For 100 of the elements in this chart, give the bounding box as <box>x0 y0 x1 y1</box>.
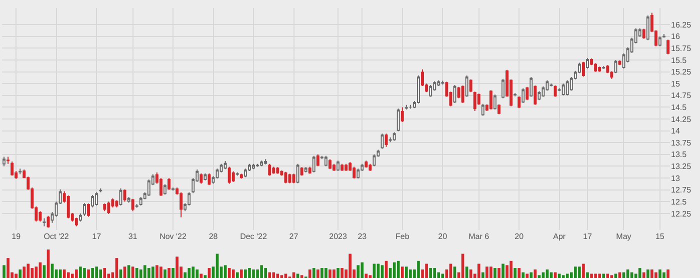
bar <box>658 269 662 278</box>
bar <box>602 274 606 278</box>
bar <box>405 266 408 278</box>
candlestick <box>598 66 602 72</box>
candlestick <box>83 202 86 216</box>
candlestick <box>288 173 292 184</box>
bar <box>224 265 227 278</box>
candlestick <box>441 80 444 86</box>
bar <box>481 272 484 278</box>
y-tick-label: 15 <box>671 79 680 88</box>
bar <box>62 269 66 278</box>
bar <box>75 269 78 278</box>
x-tick-label: Apr <box>553 232 566 241</box>
bar <box>34 266 38 278</box>
candlestick <box>260 160 264 167</box>
bar <box>66 272 70 278</box>
x-tick-label: 23 <box>358 232 368 241</box>
x-tick-label: 19 <box>12 232 22 241</box>
candlestick <box>284 171 288 184</box>
bar <box>574 266 577 278</box>
bar <box>127 265 130 278</box>
bar <box>340 268 344 278</box>
candlestick <box>489 90 492 110</box>
bar <box>526 274 529 278</box>
bar <box>152 266 154 278</box>
candlestick <box>324 155 328 167</box>
candlestick <box>465 75 468 98</box>
bar <box>176 256 178 278</box>
bar <box>312 268 316 278</box>
bar <box>566 274 569 278</box>
bar <box>236 272 239 278</box>
bar <box>79 266 82 278</box>
bar <box>83 268 86 278</box>
y-tick-label: 15.25 <box>671 68 692 77</box>
bar <box>184 272 186 278</box>
bar <box>123 266 126 278</box>
candlestick <box>304 166 308 173</box>
bar <box>396 260 400 278</box>
candlestick <box>95 192 98 206</box>
candlestick <box>658 36 662 47</box>
candlestick <box>147 178 150 196</box>
candlestick <box>6 156 10 164</box>
bar <box>232 269 235 278</box>
candlestick <box>232 170 235 182</box>
candlestick <box>618 60 622 66</box>
candlestick <box>87 203 90 218</box>
bar <box>486 266 488 278</box>
x-tick-label: Mar 6 <box>468 232 490 241</box>
candlestick <box>582 61 585 77</box>
bar <box>417 260 420 278</box>
bar <box>99 269 102 278</box>
candlestick <box>115 200 118 208</box>
candlestick <box>268 163 272 176</box>
candlestick <box>493 94 496 110</box>
bar <box>2 265 6 278</box>
candlestick <box>300 166 304 176</box>
bar <box>164 269 166 278</box>
candlestick <box>256 163 260 168</box>
candlestick <box>336 160 340 172</box>
bar <box>168 268 170 278</box>
candlestick <box>91 194 94 208</box>
y-tick-label: 13 <box>671 174 680 183</box>
bar <box>248 268 251 278</box>
bar <box>400 266 404 278</box>
bar <box>522 272 525 278</box>
candlestick <box>453 84 456 104</box>
candlestick <box>204 172 207 181</box>
bar <box>441 274 444 278</box>
bar <box>18 269 22 278</box>
y-tick-label: 16 <box>671 32 680 42</box>
x-tick-label: 20 <box>514 232 524 241</box>
bar <box>192 266 195 278</box>
candlestick <box>252 163 255 170</box>
bar <box>188 268 191 278</box>
bar <box>147 268 150 278</box>
bar <box>477 264 480 278</box>
candlestick <box>534 84 537 106</box>
candlestick <box>38 210 42 222</box>
x-tick-label: 2023 <box>329 232 348 241</box>
bar <box>348 254 352 278</box>
candlestick <box>103 203 106 212</box>
candlestick <box>276 166 280 174</box>
candlestick <box>481 103 484 116</box>
bar <box>380 265 384 278</box>
candlestick <box>168 178 170 190</box>
bar <box>498 268 500 278</box>
y-tick-label: 12.5 <box>671 197 688 206</box>
bar <box>518 268 520 278</box>
bar <box>103 268 106 278</box>
bar <box>437 272 440 278</box>
bar <box>300 275 304 278</box>
bar <box>336 268 340 278</box>
bar <box>260 265 263 278</box>
candlestick <box>368 163 372 172</box>
bar <box>268 272 272 278</box>
x-tick-label: May <box>616 232 632 241</box>
bar <box>614 274 618 278</box>
candlestick <box>550 83 553 87</box>
candlestick <box>224 160 227 170</box>
bar <box>356 265 360 278</box>
